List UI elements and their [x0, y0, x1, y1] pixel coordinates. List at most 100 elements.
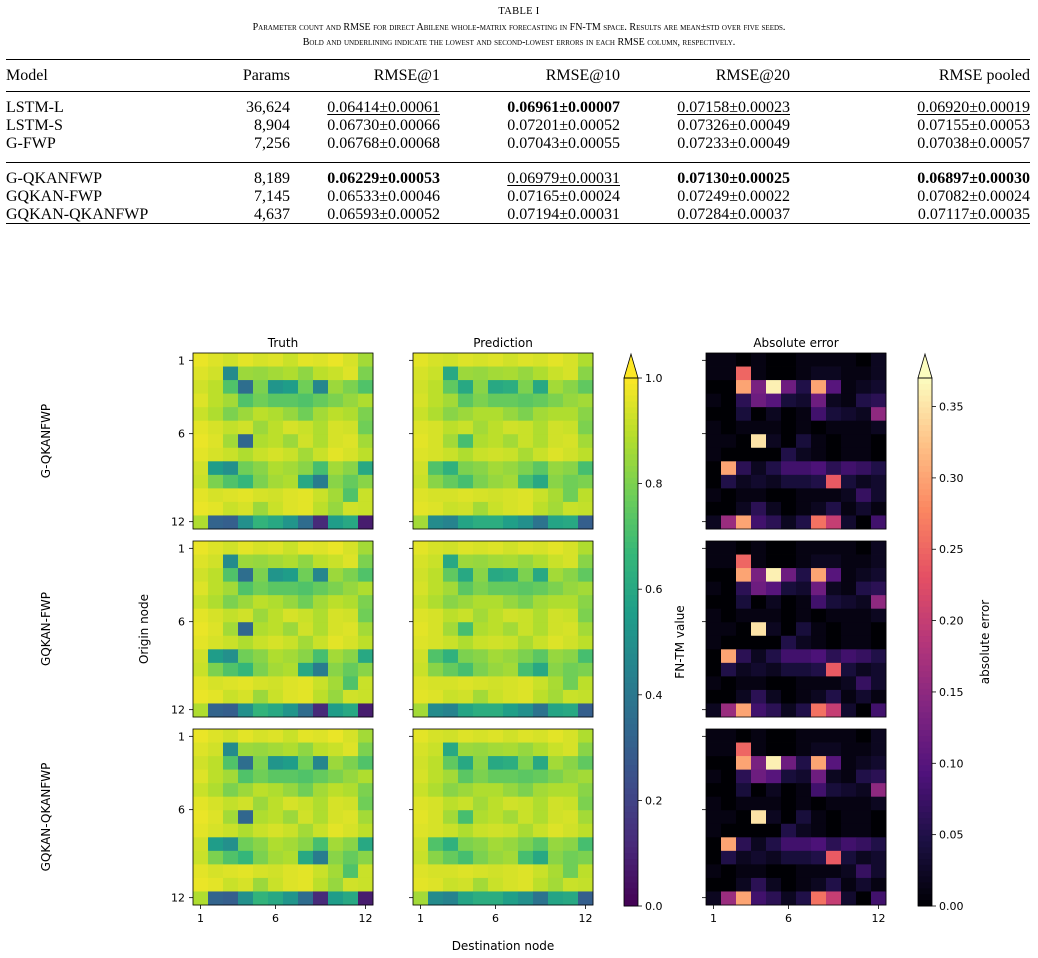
heatmap-cell [533, 595, 549, 610]
heatmap-cell [283, 501, 299, 516]
heatmap-cell [443, 595, 459, 610]
cell-rmse20: 0.07130±0.00025 [677, 169, 790, 187]
heatmap-cell [578, 541, 594, 555]
heatmap-cell [503, 501, 519, 516]
heatmap-cell [443, 353, 459, 367]
heatmap-cell [343, 515, 359, 530]
heatmap-cell [283, 581, 299, 596]
heatmap-cell [518, 608, 534, 623]
heatmap-cell [796, 689, 812, 704]
heatmap-cell [548, 515, 564, 530]
heatmap-cell [358, 689, 374, 704]
heatmap-cell [548, 568, 564, 583]
heatmap-cell [313, 783, 329, 798]
heatmap-cell [563, 649, 579, 664]
heatmap-cell [488, 864, 504, 879]
heatmap-cell [268, 608, 284, 623]
heatmap-cell [751, 393, 767, 408]
heatmap-cell [413, 649, 429, 664]
heatmap-cell [503, 796, 519, 811]
heatmap-cell [313, 662, 329, 677]
colorbar-segment [918, 583, 932, 590]
heatmap-cell [298, 501, 314, 516]
colorbar-segment [918, 501, 932, 508]
heatmap-cell [253, 380, 269, 395]
heatmap-cell [856, 353, 872, 367]
heatmap-cell [283, 729, 299, 743]
heatmap-cell [283, 353, 299, 367]
heatmap-cell [358, 649, 374, 664]
table-title: TABLE I [498, 6, 540, 17]
colorbar-segment [624, 442, 638, 449]
heatmap-cell [811, 353, 827, 367]
heatmap-cell [413, 783, 429, 798]
heatmap-cell [313, 676, 329, 691]
table-header-row: Model Params RMSE@1 RMSE@10 RMSE@20 RMSE… [6, 59, 1030, 92]
heatmap-cell [428, 742, 444, 757]
heatmap-cell [358, 366, 374, 381]
cell-params: 4,637 [202, 205, 290, 224]
heatmap-cell [358, 837, 374, 852]
heatmap-cell [458, 689, 474, 704]
heatmap-cell [811, 850, 827, 865]
heatmap-cell [721, 850, 737, 865]
colorbar-segment [918, 718, 932, 725]
heatmap-cell [488, 729, 504, 743]
heatmap-cell [193, 461, 209, 476]
heatmap-cell [343, 823, 359, 838]
heatmap-cell [856, 447, 872, 462]
cell-rmse20: 0.07326±0.00049 [677, 116, 790, 134]
heatmap-cell [413, 850, 429, 865]
heatmap-cell [826, 676, 842, 691]
cell-model: LSTM-L [6, 91, 202, 116]
heatmap-cell [458, 769, 474, 784]
heatmap-cell [796, 769, 812, 784]
heatmap-cell [223, 622, 239, 637]
heatmap-cell [488, 461, 504, 476]
heatmap-cell [298, 810, 314, 825]
cell-rmse20: 0.07249±0.00022 [677, 187, 790, 205]
heatmap-cell [548, 474, 564, 489]
colorbar-segment [624, 483, 638, 490]
heatmap-cell [413, 662, 429, 677]
heatmap-cell [253, 635, 269, 650]
heatmap-cell [428, 541, 444, 555]
heatmap-cell [856, 729, 872, 743]
heatmap-cell [871, 393, 887, 408]
heatmap-cell [533, 676, 549, 691]
heatmap-cell [781, 501, 797, 516]
heatmap-cell [578, 353, 594, 367]
col-header-model: Model [6, 59, 202, 92]
heatmap-cell [706, 380, 722, 395]
heatmap-cell [563, 622, 579, 637]
heatmap-cell [548, 703, 564, 718]
colorbar-segment [918, 812, 932, 819]
heatmap-cell [443, 837, 459, 852]
heatmap-cell [811, 541, 827, 555]
heatmap-cell [428, 608, 444, 623]
heatmap-cell [238, 608, 254, 623]
heatmap-cell [298, 595, 314, 610]
heatmap-cell [841, 662, 857, 677]
heatmap-cell [841, 515, 857, 530]
heatmap-cell [193, 649, 209, 664]
heatmap-cell [706, 581, 722, 596]
heatmap-cell [578, 380, 594, 395]
heatmap-cell [298, 850, 314, 865]
heatmap-cell [533, 796, 549, 811]
heatmap-cell [193, 823, 209, 838]
heatmap-cell [208, 729, 224, 743]
heatmap-cell [443, 891, 459, 906]
heatmap-cell [208, 461, 224, 476]
colorbar-tick-label: 0.30 [939, 472, 964, 485]
heatmap-cell [736, 393, 752, 408]
heatmap-cell [413, 635, 429, 650]
heatmap-cell [563, 420, 579, 435]
heatmap-cell [548, 353, 564, 367]
heatmap-cell [358, 796, 374, 811]
heatmap-cell [871, 353, 887, 367]
heatmap-cell [458, 649, 474, 664]
colorbar-segment [918, 653, 932, 661]
heatmap-cell [458, 662, 474, 677]
heatmap-cell [328, 729, 344, 743]
